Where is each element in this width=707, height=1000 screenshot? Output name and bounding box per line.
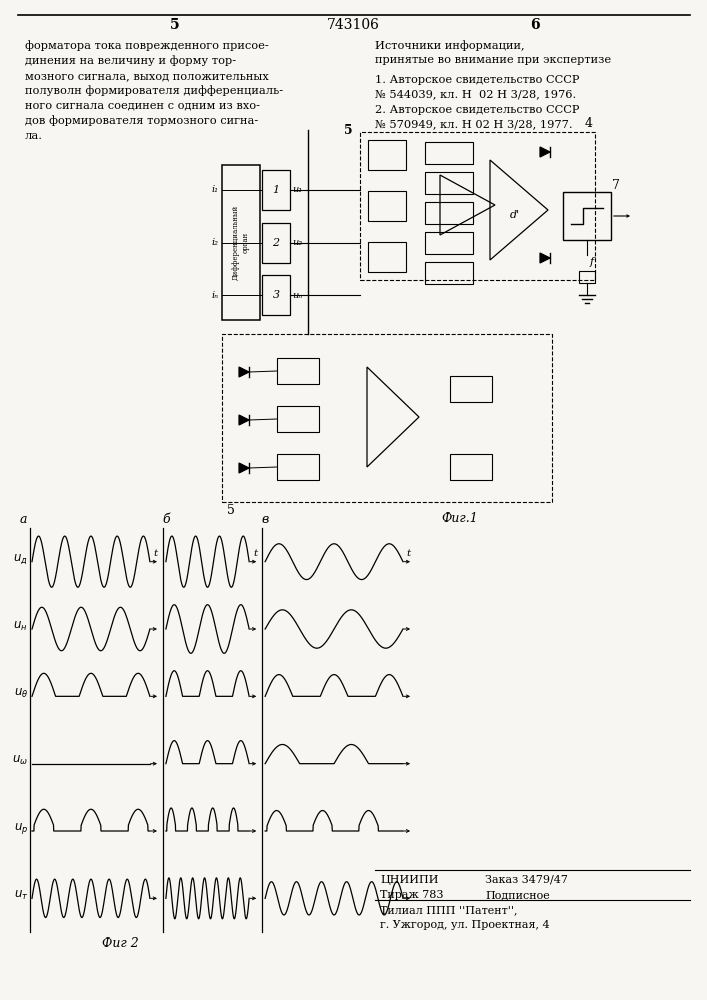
- Text: Дифференциальный
орган: Дифференциальный орган: [232, 205, 250, 280]
- Text: 1: 1: [272, 185, 279, 195]
- Bar: [425, 202, 473, 224]
- Bar: [222, 165, 260, 320]
- Polygon shape: [239, 367, 249, 377]
- Text: Фиг.1: Фиг.1: [442, 512, 479, 525]
- Text: i₂: i₂: [212, 238, 219, 247]
- Text: $u_р$: $u_р$: [13, 820, 28, 836]
- Bar: [262, 170, 290, 210]
- Text: u₂: u₂: [292, 238, 302, 247]
- Bar: [262, 275, 290, 315]
- Text: Тираж 783: Тираж 783: [380, 890, 443, 900]
- Text: б: б: [162, 513, 170, 526]
- Text: форматора тока поврежденного присое-
динения на величину и форму тор-
мозного си: форматора тока поврежденного присое- дин…: [25, 40, 283, 141]
- Text: $u_θ$: $u_θ$: [13, 687, 28, 700]
- Bar: [425, 262, 473, 284]
- Text: 3: 3: [272, 290, 279, 300]
- Bar: [368, 242, 406, 272]
- Text: 2. Авторское свидетельство СССР
№ 570949, кл. Н 02 Н 3/28, 1977.: 2. Авторское свидетельство СССР № 570949…: [375, 105, 579, 129]
- Text: 1. Авторское свидетельство СССР
№ 544039, кл. Н  02 Н 3/28, 1976.: 1. Авторское свидетельство СССР № 544039…: [375, 75, 579, 99]
- Text: i₁: i₁: [212, 186, 219, 194]
- Text: 2: 2: [272, 237, 279, 247]
- Text: 6: 6: [530, 18, 540, 32]
- Bar: [262, 223, 290, 262]
- Text: 5: 5: [227, 504, 235, 517]
- Text: $u_{ω}$: $u_{ω}$: [12, 754, 28, 767]
- Text: t: t: [253, 549, 257, 558]
- Bar: [368, 140, 406, 170]
- Text: 743106: 743106: [327, 18, 380, 32]
- Bar: [277, 454, 319, 480]
- Bar: [450, 376, 492, 402]
- Bar: [277, 406, 319, 432]
- Bar: [277, 358, 319, 384]
- Text: $u_н$: $u_н$: [13, 619, 28, 633]
- Bar: [563, 192, 611, 240]
- Text: Подписное: Подписное: [485, 890, 550, 900]
- Text: 7: 7: [612, 179, 620, 192]
- Bar: [222, 334, 552, 502]
- Bar: [425, 172, 473, 194]
- Text: 4: 4: [585, 117, 593, 130]
- Text: Источники информации,
принятые во внимание при экспертизе: Источники информации, принятые во вниман…: [375, 40, 611, 65]
- Text: d': d': [510, 210, 520, 220]
- Bar: [360, 132, 595, 280]
- Text: в: в: [262, 513, 269, 526]
- Text: Заказ 3479/47: Заказ 3479/47: [485, 875, 568, 885]
- Polygon shape: [239, 463, 249, 473]
- Text: а: а: [19, 513, 27, 526]
- Text: 5: 5: [170, 18, 180, 32]
- Polygon shape: [239, 415, 249, 425]
- Polygon shape: [540, 253, 550, 263]
- Text: uₙ: uₙ: [292, 290, 303, 300]
- Text: Τилиал ППП ''Патент'',: Τилиал ППП ''Патент'',: [380, 905, 518, 915]
- Polygon shape: [540, 147, 550, 157]
- Bar: [425, 142, 473, 164]
- Text: Фиг 2: Фиг 2: [102, 937, 139, 950]
- Text: iₙ: iₙ: [212, 290, 219, 300]
- Bar: [425, 232, 473, 254]
- Text: $u_т$: $u_т$: [13, 889, 28, 902]
- Text: t: t: [154, 549, 158, 558]
- Bar: [368, 191, 406, 221]
- Bar: [450, 454, 492, 480]
- Text: f: f: [590, 257, 594, 267]
- Text: $u_д$: $u_д$: [13, 552, 28, 566]
- Bar: [579, 271, 595, 283]
- Text: г. Ужгород, ул. Проектная, 4: г. Ужгород, ул. Проектная, 4: [380, 920, 549, 930]
- Text: u₁: u₁: [292, 186, 302, 194]
- Text: ЦНИИПИ: ЦНИИПИ: [380, 875, 438, 885]
- Text: 5: 5: [344, 123, 352, 136]
- Text: t: t: [407, 549, 411, 558]
